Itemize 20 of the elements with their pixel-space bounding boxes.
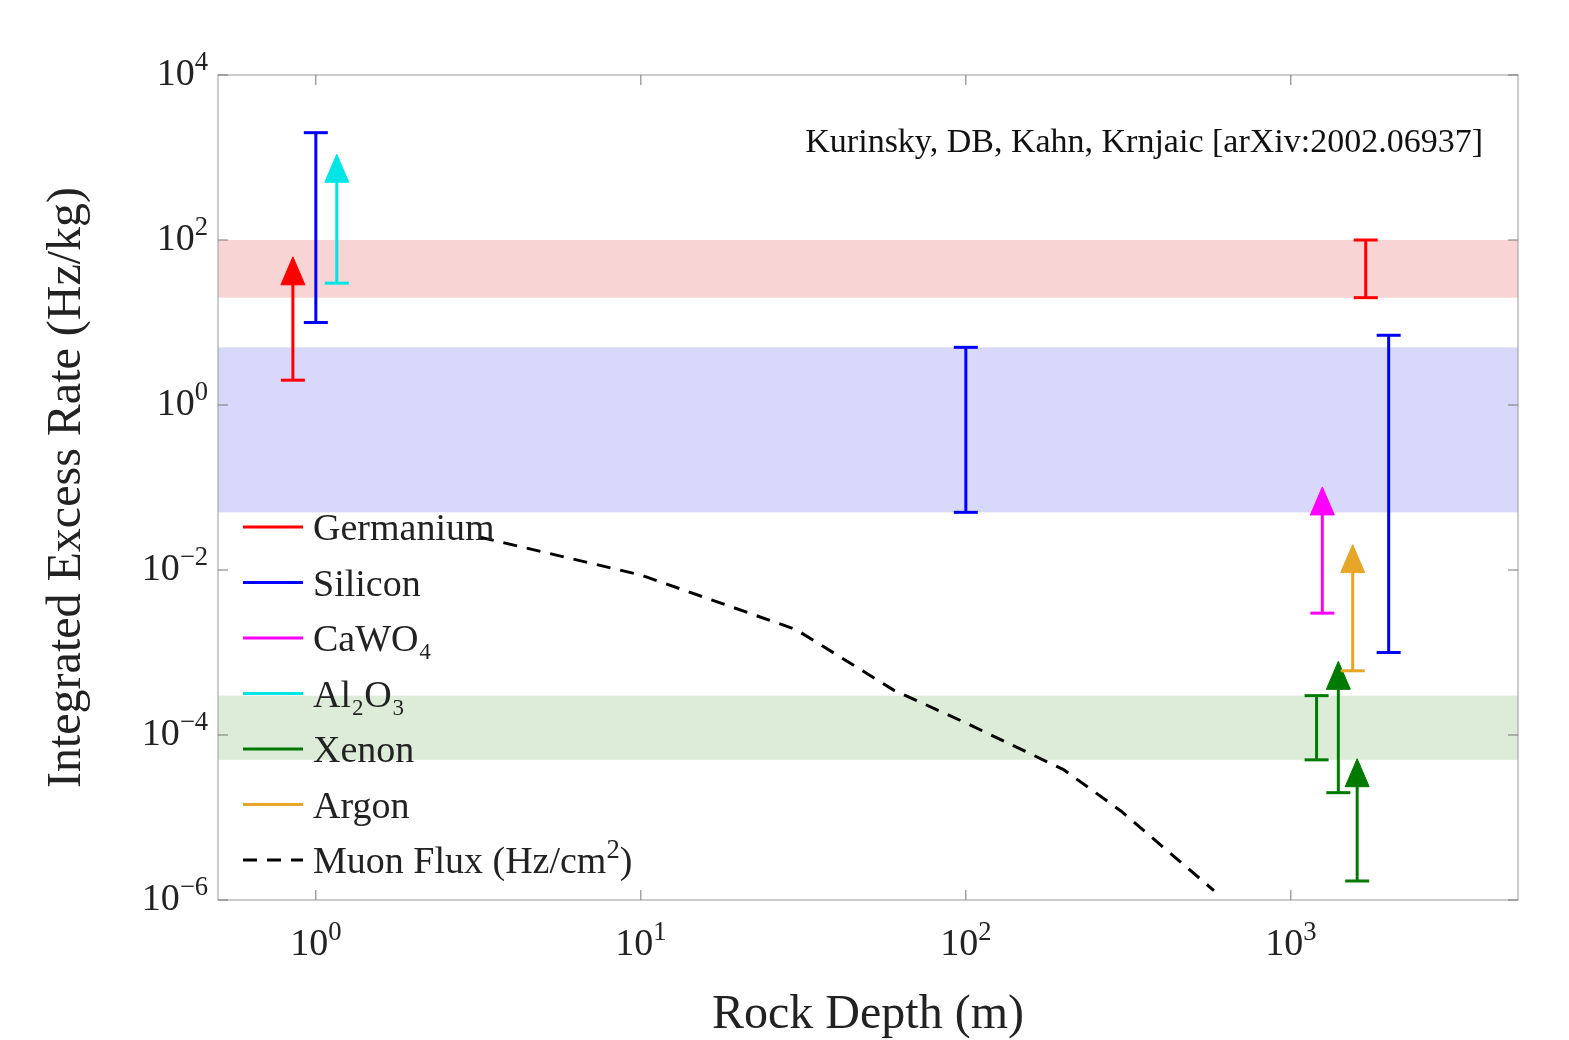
- y-tick-label: 10$^{−6}$: [141, 871, 208, 918]
- legend-label: Silicon: [313, 561, 421, 604]
- x-tick-label: 10$^{1}$: [615, 916, 667, 963]
- legend-label: Muon Flux (Hz/cm$^{2}$): [313, 834, 633, 882]
- legend-label: Germanium: [313, 506, 495, 548]
- y-tick-label: 10$^{−2}$: [141, 541, 208, 588]
- y-tick-label: 10$^{−4}$: [141, 706, 208, 753]
- legend-label: CaWO₄: [313, 617, 432, 659]
- legend-label: Argon: [313, 783, 410, 826]
- y-tick-label: 10$^{2}$: [156, 211, 208, 258]
- legend-label: Al₂O₃: [313, 672, 405, 715]
- x-tick-label: 10$^{0}$: [290, 916, 342, 963]
- y-tick-label: 10$^{4}$: [156, 46, 208, 93]
- annotation: Kurinsky, DB, Kahn, Krnjaic [arXiv:2002.06937]: [805, 122, 1483, 159]
- y-tick-label: 10$^{0}$: [156, 376, 208, 423]
- x-tick-label: 10$^{3}$: [1265, 916, 1317, 963]
- y-axis-title: Integrated Excess Rate (Hz/kg): [37, 186, 91, 789]
- x-axis-title: Rock Depth (m): [712, 985, 1024, 1039]
- legend-label: Xenon: [313, 728, 415, 770]
- x-tick-label: 10$^{2}$: [940, 916, 992, 963]
